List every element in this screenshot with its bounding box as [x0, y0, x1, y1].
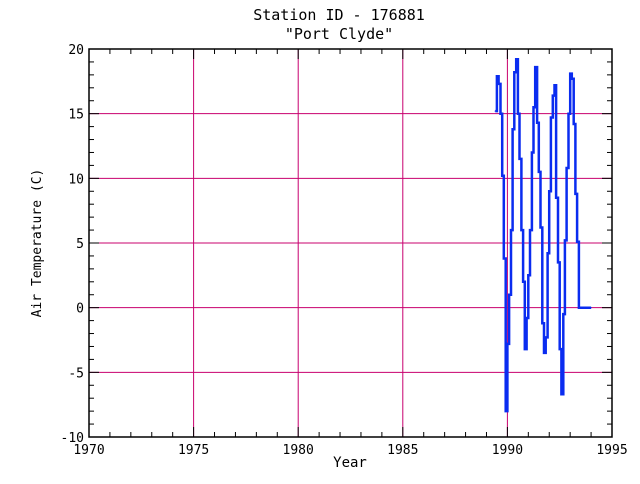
data-point	[529, 229, 531, 231]
y-tick-label: 10	[68, 172, 84, 187]
data-point	[510, 229, 512, 231]
data-point	[590, 307, 592, 309]
y-tick-labels: -10 -5 0 5 10 15 20	[61, 43, 84, 446]
data-point	[564, 239, 566, 242]
data-point	[574, 193, 576, 195]
data-point	[513, 71, 515, 73]
data-point	[571, 78, 573, 80]
data-point	[543, 352, 545, 354]
data-point	[580, 307, 582, 309]
series-layer	[494, 58, 592, 413]
data-point	[557, 261, 559, 263]
x-tick-labels: 1970 1975 1980 1985 1990 1995	[73, 443, 627, 458]
data-point	[569, 72, 571, 75]
data-point	[531, 151, 533, 154]
data-point	[524, 348, 526, 350]
data-point	[560, 393, 562, 395]
data-point	[517, 113, 519, 115]
data-point	[526, 317, 528, 319]
x-tick-label: 1990	[492, 443, 523, 458]
y-tick-label: 20	[68, 43, 84, 58]
data-point	[498, 83, 500, 85]
x-tick-label: 1980	[283, 443, 314, 458]
x-tick-label: 1975	[178, 443, 209, 458]
y-tick-label: 15	[68, 108, 84, 123]
data-point	[496, 75, 498, 77]
x-tick-label: 1985	[387, 443, 418, 458]
chart-title-line2: "Port Clyde"	[285, 25, 393, 43]
data-point	[503, 257, 505, 260]
data-point	[515, 58, 517, 60]
data-point	[499, 113, 502, 115]
data-point	[501, 175, 503, 177]
data-point	[573, 123, 575, 125]
data-point	[534, 66, 536, 68]
data-point	[518, 158, 521, 160]
data-point	[532, 106, 535, 108]
data-point	[583, 307, 585, 309]
data-point	[548, 190, 550, 192]
data-point	[505, 410, 507, 412]
data-point	[555, 197, 557, 199]
data-point	[538, 171, 540, 173]
data-point	[536, 122, 538, 124]
data-point	[522, 281, 524, 283]
data-point	[546, 252, 549, 254]
data-point	[581, 307, 583, 309]
data-point	[553, 84, 556, 86]
y-tick-label: -10	[61, 431, 84, 446]
y-tick-label: 0	[76, 302, 84, 317]
x-axis-label: Year	[333, 455, 367, 471]
data-point	[512, 128, 514, 130]
data-point	[586, 307, 589, 309]
data-point	[508, 294, 510, 296]
data-point	[562, 313, 564, 315]
chart-title-line1: Station ID - 176881	[253, 6, 425, 24]
data-point	[494, 110, 496, 112]
data-point	[566, 167, 568, 169]
data-point	[552, 94, 554, 97]
data-point	[541, 322, 543, 324]
y-axis-label: Air Temperature (C)	[30, 169, 45, 318]
y-tick-label: -5	[68, 366, 84, 381]
x-tick-label: 1970	[73, 443, 104, 458]
y-tick-label: 5	[76, 237, 84, 252]
data-point	[520, 229, 523, 231]
data-point	[585, 307, 587, 309]
data-point	[559, 348, 561, 350]
series-line	[495, 58, 592, 413]
data-point	[588, 307, 591, 309]
data-point	[539, 226, 542, 229]
data-point	[576, 241, 578, 243]
data-point	[527, 274, 529, 276]
x-tick-label: 1995	[596, 443, 627, 458]
data-point	[550, 116, 552, 119]
data-point	[567, 113, 570, 115]
grid-layer	[89, 49, 612, 437]
data-point	[545, 336, 547, 339]
data-point	[578, 307, 580, 309]
tick-layer	[88, 48, 613, 438]
data-point	[506, 343, 508, 345]
